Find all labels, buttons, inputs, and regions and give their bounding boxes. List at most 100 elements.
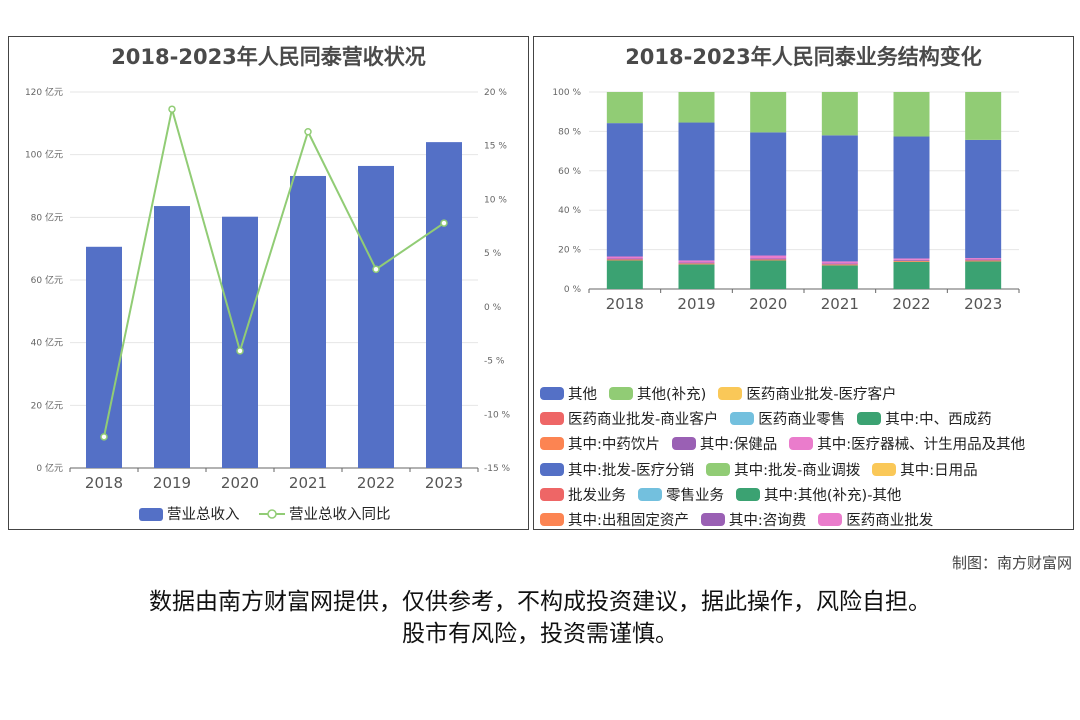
- legend-line-label: 营业总收入同比: [289, 506, 391, 523]
- legend-swatch: [540, 487, 564, 501]
- legend-swatch: [857, 412, 882, 426]
- stack-segment: [965, 139, 1002, 259]
- legend-item: 医药商业批发-医疗客户: [718, 383, 897, 404]
- stack-segment: [678, 260, 715, 263]
- legend-item: 其中:日用品: [872, 459, 978, 480]
- legend-swatch: [540, 412, 564, 426]
- stack-segment: [606, 256, 643, 259]
- legend-item: 其他(补充): [609, 383, 706, 404]
- stack-segment: [821, 265, 858, 289]
- legend-item: 医药商业批发-商业客户: [540, 408, 718, 429]
- y-tick-label: 40 %: [558, 206, 581, 216]
- revenue-bar: [222, 216, 258, 468]
- stack-segment: [965, 92, 1002, 140]
- legend-item: 零售业务: [638, 484, 724, 505]
- legend-item: 其中:中药饮片: [540, 433, 660, 454]
- legend-label: 医药商业零售: [758, 412, 846, 429]
- yoy-point: [100, 433, 108, 441]
- y-right-tick-label: -5 %: [484, 357, 505, 367]
- legend-label: 医药商业批发: [846, 513, 934, 530]
- legend-item: 医药商业零售: [730, 408, 845, 429]
- legend-label: 其中:保健品: [699, 437, 778, 454]
- legend-item: 其中:保健品: [671, 433, 778, 454]
- legend-label: 其中:其他(补充)-其他: [764, 487, 902, 504]
- stack-segment: [821, 92, 858, 136]
- y-left-tick-label: 100 亿元: [25, 149, 63, 161]
- x-tick-label: 2018: [606, 295, 644, 313]
- revenue-bar: [426, 142, 462, 468]
- legend-row: 批发业务 零售业务 其中:其他(补充)-其他: [540, 482, 1070, 507]
- legend-swatch: [609, 387, 633, 401]
- stack-segment: [606, 259, 643, 261]
- legend-label: 其中:批发-医疗分销: [568, 462, 695, 479]
- legend-label: 其中:中药饮片: [568, 437, 660, 454]
- y-right-tick-label: 15 %: [484, 142, 507, 152]
- y-left-tick-label: 80 亿元: [31, 211, 63, 223]
- revenue-bar: [358, 165, 394, 469]
- legend-swatch: [540, 462, 564, 476]
- disclaimer-line-1: 数据由南方财富网提供，仅供参考，不构成投资建议，据此操作，风险自担。: [149, 589, 931, 615]
- structure-chart-legend: 其他 其他(补充) 医药商业批发-医疗客户 医药商业批发-商业客户 医药商业零售 其中:中…: [540, 381, 1070, 532]
- stack-segment: [965, 261, 1002, 289]
- revenue-bar: [154, 206, 190, 468]
- legend-item: 其他: [540, 383, 597, 404]
- legend-swatch: [718, 387, 743, 401]
- legend-row: 医药商业批发-商业客户 医药商业零售 其中:中、西成药: [540, 406, 1070, 431]
- y-tick-label: 100 %: [552, 88, 581, 98]
- legend-item: 其中:批发-商业调拨: [706, 459, 860, 480]
- legend-item: 医药商业批发: [818, 509, 933, 530]
- stack-segment: [965, 259, 1002, 261]
- structure-chart-panel: 2018-2023年人民同泰业务结构变化 0 % 20 % 40 % 60 % 80 %…: [533, 36, 1074, 530]
- stack-segment: [821, 264, 858, 266]
- stack-segment: [821, 263, 858, 265]
- x-tick-label: 2021: [289, 474, 327, 492]
- y-right-tick-label: 0 %: [484, 303, 502, 313]
- stack-segment: [678, 262, 715, 264]
- y-left-tick-label: 120 亿元: [25, 86, 63, 98]
- legend-label: 医药商业批发-商业客户: [568, 412, 719, 429]
- legend-item: 其中:医疗器械、计生用品及其他: [789, 433, 1025, 454]
- legend-swatch: [789, 437, 814, 451]
- y-tick-label: 60 %: [558, 167, 581, 177]
- legend-swatch: [818, 513, 843, 527]
- y-tick-label: 20 %: [558, 246, 581, 256]
- legend-swatch: [638, 487, 662, 501]
- stack-segment: [750, 259, 787, 261]
- legend-label: 其中:中、西成药: [885, 412, 992, 429]
- stack-segment: [750, 260, 787, 289]
- legend-label: 其他: [568, 387, 597, 404]
- legend-item: 其中:批发-医疗分销: [540, 459, 694, 480]
- stack-segment: [750, 92, 787, 133]
- stack-segment: [893, 259, 930, 261]
- y-left-tick-label: 0 亿元: [36, 462, 63, 474]
- y-left-tick-label: 40 亿元: [31, 337, 63, 349]
- y-right-tick-label: -15 %: [484, 464, 511, 474]
- disclaimer-line-2: 股市有风险，投资需谨慎。: [402, 621, 678, 647]
- legend-bar-label: 营业总收入: [167, 506, 240, 523]
- stack-segment: [750, 258, 787, 260]
- legend-swatch: [540, 387, 564, 401]
- legend-label: 医药商业批发-医疗客户: [746, 387, 897, 404]
- yoy-point: [372, 265, 380, 274]
- yoy-point: [440, 219, 448, 227]
- x-tick-label: 2019: [677, 295, 715, 313]
- legend-swatch: [700, 513, 725, 527]
- revenue-chart-title: 2018-2023年人民同泰营收状况: [111, 45, 426, 69]
- stack-segment: [893, 136, 930, 259]
- chart-credit: 制图：南方财富网: [951, 554, 1072, 572]
- legend-item: 其中:其他(补充)-其他: [736, 484, 901, 505]
- revenue-bar: [290, 175, 326, 468]
- y-right-tick-label: 10 %: [484, 195, 507, 205]
- y-right-tick-label: 5 %: [484, 249, 502, 259]
- x-tick-label: 2023: [425, 474, 463, 492]
- legend-row: 其他 其他(补充) 医药商业批发-医疗客户: [540, 381, 1070, 406]
- legend-swatch: [706, 462, 731, 476]
- legend-line-marker: [267, 509, 277, 519]
- stack-segment: [606, 258, 643, 260]
- legend-item: 其中:咨询费: [700, 509, 806, 530]
- stack-segment: [965, 258, 1002, 260]
- stack-segment: [678, 263, 715, 265]
- stack-segment: [893, 92, 930, 137]
- legend-label: 批发业务: [568, 487, 626, 504]
- revenue-chart-panel: 2018-2023年人民同泰营收状况 0 亿元 20 亿元 40 亿元 60 亿元 80…: [8, 36, 529, 530]
